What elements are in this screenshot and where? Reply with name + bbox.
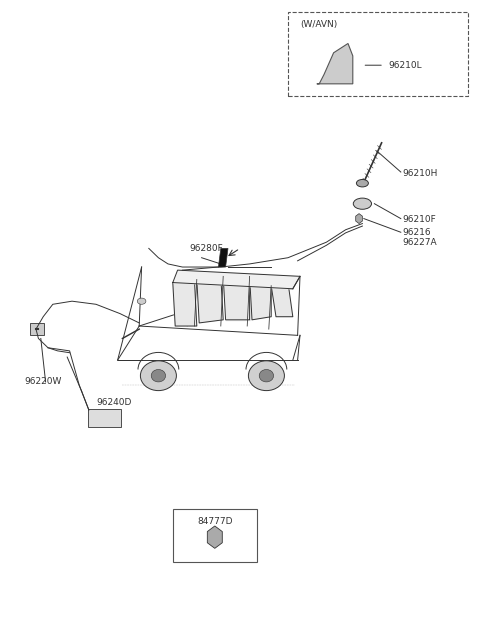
Text: 96210H: 96210H	[402, 170, 438, 178]
Ellipse shape	[259, 369, 274, 382]
Ellipse shape	[140, 361, 177, 391]
Ellipse shape	[356, 179, 369, 187]
Text: 96216: 96216	[402, 228, 431, 237]
Polygon shape	[173, 279, 197, 326]
Text: 96220W: 96220W	[24, 378, 61, 386]
Text: 96280F: 96280F	[190, 244, 223, 253]
Text: 84777D: 84777D	[197, 517, 232, 525]
Text: 96210F: 96210F	[402, 215, 436, 224]
Polygon shape	[173, 270, 300, 289]
Ellipse shape	[151, 369, 166, 382]
FancyBboxPatch shape	[173, 509, 257, 562]
Text: 96210L: 96210L	[389, 61, 422, 70]
Polygon shape	[218, 248, 228, 267]
Ellipse shape	[353, 198, 372, 209]
Text: 96227A: 96227A	[402, 238, 437, 247]
FancyBboxPatch shape	[288, 12, 468, 96]
Text: 96240D: 96240D	[96, 398, 132, 407]
Polygon shape	[250, 276, 271, 320]
FancyBboxPatch shape	[30, 323, 44, 335]
Polygon shape	[197, 276, 223, 323]
Ellipse shape	[249, 361, 284, 391]
Polygon shape	[271, 283, 293, 317]
Text: (W/AVN): (W/AVN)	[300, 20, 337, 29]
Ellipse shape	[137, 298, 146, 304]
Polygon shape	[317, 43, 353, 84]
FancyBboxPatch shape	[88, 409, 121, 427]
Polygon shape	[223, 276, 250, 320]
